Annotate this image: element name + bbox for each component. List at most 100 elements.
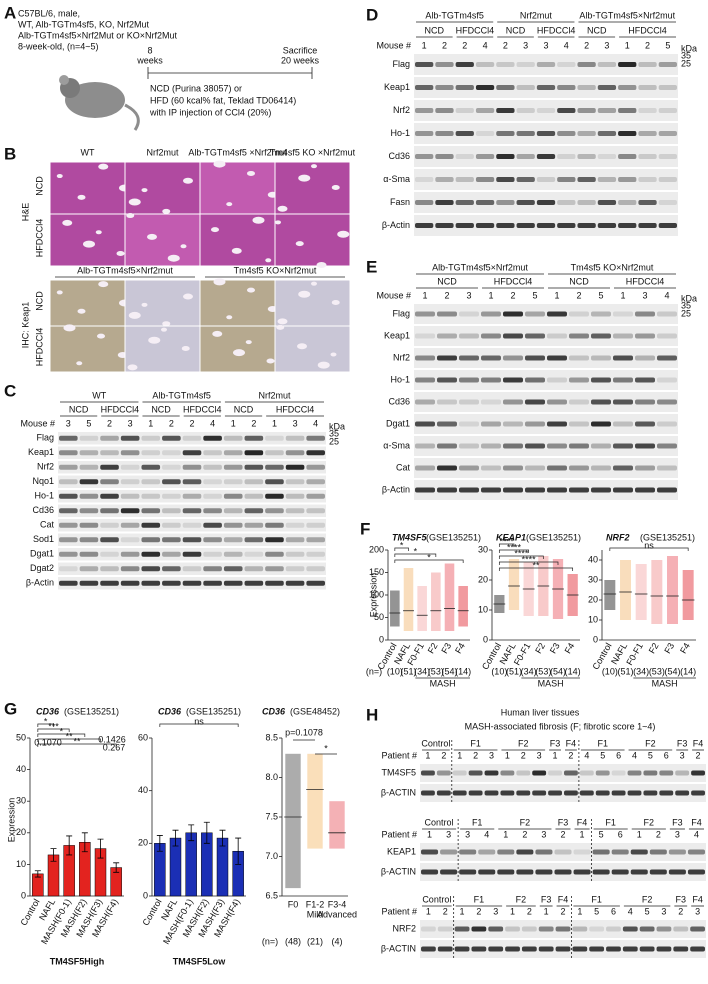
band — [569, 443, 589, 449]
y-tick-label: 0 — [21, 890, 26, 900]
band — [471, 946, 487, 952]
band — [478, 869, 496, 875]
band — [141, 479, 161, 485]
band — [435, 223, 454, 228]
band — [658, 223, 677, 228]
band — [244, 464, 264, 470]
band — [79, 522, 99, 528]
band — [505, 946, 520, 952]
sig-bracket — [159, 723, 239, 727]
x-tick-label: F0 — [288, 899, 299, 909]
band — [618, 154, 637, 159]
lane-number: 1 — [625, 40, 630, 50]
stain-label: H&E — [20, 203, 30, 222]
row-label: Dgat2 — [30, 563, 54, 573]
lane-number: 3 — [541, 829, 546, 839]
spread — [604, 580, 616, 610]
band — [244, 566, 264, 572]
blot-strip — [58, 432, 326, 445]
lane-number: 3 — [66, 418, 71, 428]
band — [548, 770, 562, 776]
band — [497, 869, 515, 875]
band — [182, 450, 202, 456]
band — [675, 790, 690, 796]
row-label: Keap1 — [384, 330, 410, 340]
band — [497, 849, 515, 855]
sig-bracket — [498, 543, 515, 547]
row-label: β-Actin — [26, 578, 54, 588]
band — [564, 770, 578, 776]
vessel — [226, 202, 233, 207]
band — [535, 869, 553, 875]
vessel — [331, 184, 340, 190]
lane-number: 3 — [523, 40, 528, 50]
band — [547, 311, 567, 317]
band — [306, 580, 325, 586]
lane-number: 5 — [645, 906, 650, 916]
subgroup-label: NCD — [69, 404, 89, 414]
band — [516, 108, 535, 113]
lane-number: 2 — [473, 750, 478, 760]
band — [244, 537, 264, 543]
band — [481, 487, 501, 493]
bar — [185, 832, 197, 897]
band — [285, 551, 305, 557]
vessel — [266, 358, 275, 364]
y-tick-label: 100 — [369, 589, 384, 599]
band — [657, 421, 677, 427]
vessel — [330, 352, 337, 357]
micrograph — [49, 161, 126, 215]
column-label: Tm4sf5 KO ×Nrf2mut — [270, 147, 356, 157]
vessel — [277, 205, 288, 212]
lane-number: 5 — [532, 290, 537, 300]
band — [597, 177, 617, 182]
band — [536, 154, 556, 159]
band — [471, 926, 487, 932]
lane-number: 3 — [493, 906, 498, 916]
band — [613, 465, 633, 471]
row-label: NRF2 — [392, 923, 416, 933]
vessel — [127, 364, 138, 371]
error-bar — [188, 824, 195, 842]
subgroup-label: F1 — [605, 817, 616, 827]
band — [415, 200, 434, 205]
band — [525, 487, 545, 493]
band — [516, 154, 535, 159]
vessel — [161, 327, 167, 332]
band — [521, 946, 537, 952]
band — [475, 177, 495, 182]
vessel — [126, 213, 135, 219]
band — [635, 355, 655, 361]
band — [503, 311, 523, 317]
row-label: β-ACTIN — [381, 943, 416, 953]
panel-label: D — [366, 5, 378, 24]
band — [415, 399, 435, 405]
subgroup-label: F4 — [577, 817, 588, 827]
band — [503, 399, 523, 405]
lane-number: 2 — [189, 418, 194, 428]
blot-strip — [414, 414, 678, 434]
lane-number: 3 — [680, 750, 685, 760]
subgroup-label: F3 — [541, 894, 552, 904]
vessel — [95, 230, 102, 235]
band — [265, 537, 284, 543]
band — [630, 869, 648, 875]
vessel — [265, 258, 272, 263]
n-count: (14) — [455, 666, 471, 676]
lane-number: 5 — [648, 750, 653, 760]
lane-number: 2 — [527, 906, 532, 916]
band — [223, 522, 243, 528]
row-label: Dgat1 — [386, 418, 410, 428]
x-tick-label: Control — [140, 897, 163, 927]
x-tick-label: F3 — [439, 641, 453, 655]
blot-strip — [414, 458, 678, 478]
row-label: TM4SF5 — [381, 767, 416, 777]
x-tick-label: Control — [18, 897, 41, 927]
band — [613, 311, 633, 317]
band — [547, 487, 567, 493]
micrograph — [49, 213, 126, 267]
band — [182, 464, 202, 470]
band — [459, 443, 479, 449]
band — [503, 355, 523, 361]
band — [455, 177, 474, 182]
